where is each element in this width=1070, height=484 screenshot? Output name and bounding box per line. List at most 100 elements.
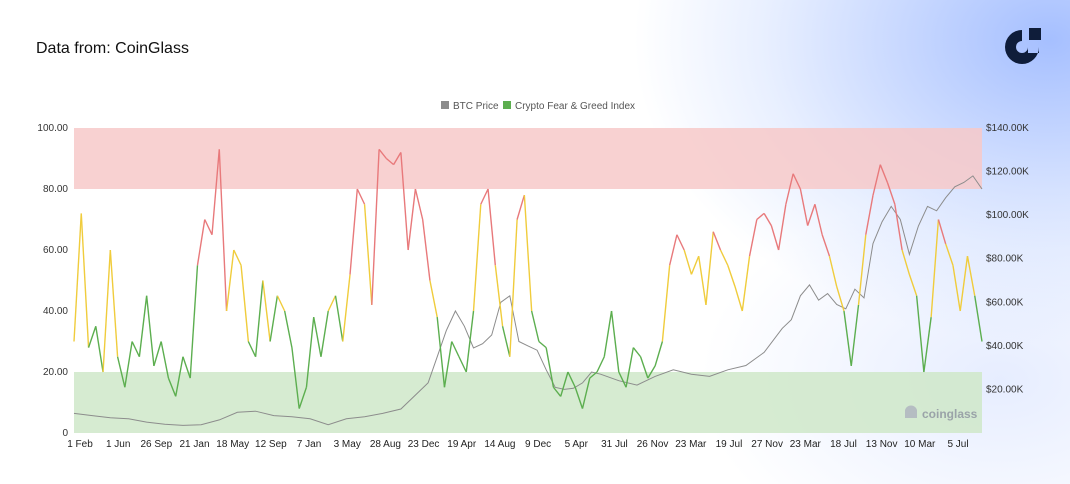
x-tick-label: 7 Jan [297,439,321,450]
fgi-segment [269,295,279,342]
fgi-segment [414,188,424,220]
fgi-segment [581,377,591,409]
fgi-segment [349,188,358,275]
x-tick-label: 9 Dec [525,439,551,450]
fgi-segment [654,341,664,367]
fgi-segment [421,219,431,281]
fgi-segment [385,157,395,166]
x-tick-label: 13 Nov [866,439,898,450]
fgi-segment [247,341,257,358]
fgi-segment [378,148,387,159]
coinglass-watermark: coinglass [905,405,978,421]
zone-layer [74,128,982,433]
fgi-segment [785,173,794,205]
fgi-segment [327,295,337,312]
legend-label-btc[interactable]: BTC Price [453,101,499,112]
x-tick-label: 19 Apr [447,439,477,450]
x-tick-label: 1 Jun [106,439,130,450]
fgi-segment [610,310,620,373]
fgi-segment [465,310,475,373]
fgi-segment [676,234,685,251]
fgi-segment [719,249,729,266]
x-tick-label: 10 Mar [904,439,936,450]
right-tick-label: $40.00K [986,341,1024,352]
left-axis-ticks: 0 20.00 40.00 60.00 80.00 100.00 [37,123,68,439]
fgi-segment [843,310,852,366]
left-tick-label: 0 [62,428,68,439]
x-tick-label: 23 Mar [790,439,822,450]
fgi-segment [189,265,199,379]
fgi-segment [131,341,141,358]
fgi-segment [770,225,780,251]
fgi-segment [472,204,482,312]
fgi-segment [393,152,402,165]
fgi-segment [639,356,649,379]
fgi-segment [741,256,751,312]
fgi-segment [952,265,961,312]
fgi-segment [443,341,453,388]
fgi-segment [596,356,605,373]
fgi-segment [756,212,765,221]
fgi-segment [966,255,976,296]
legend: BTC Price Crypto Fear & Greed Index [441,101,635,112]
fgi-segment [915,295,925,373]
fgi-segment [814,204,823,235]
fgi-segment [661,265,671,342]
fgi-segment [342,274,351,342]
x-tick-label: 18 Jul [830,439,857,450]
watermark-icon [905,405,917,418]
fgi-segment [298,387,308,409]
fgi-segment [451,341,460,358]
fgi-segment [908,274,918,296]
fgi-segment [283,310,293,348]
legend-label-fgi[interactable]: Crypto Fear & Greed Index [515,101,635,112]
fgi-segment [545,347,555,388]
fgi-segment [480,188,489,205]
x-tick-label: 26 Nov [637,439,669,450]
fgi-segment [436,317,446,388]
fgi-segment [560,371,569,397]
x-tick-label: 23 Dec [408,439,440,450]
fgi-segment [894,204,903,251]
fgi-segment [494,265,504,327]
fgi-segment [175,356,184,397]
fgi-segment [320,310,329,357]
x-tick-label: 26 Sep [140,439,172,450]
fgi-segment [371,149,380,305]
fgi-segment [276,295,286,312]
x-tick-label: 5 Jul [947,439,968,450]
fgi-segment [429,280,438,318]
x-tick-label: 21 Jan [180,439,210,450]
fgi-segment [763,213,772,226]
fgi-segment [603,310,613,357]
fgi-segment [356,188,366,205]
fgi-segment [690,255,700,275]
zone-band-0 [74,128,982,189]
fgi-segment [930,219,940,318]
fgi-segment [240,265,250,342]
legend-swatch-btc [441,101,449,109]
right-tick-label: $120.00K [986,167,1029,178]
fgi-segment [727,265,736,287]
fgi-segment [799,188,809,226]
x-tick-label: 23 Mar [675,439,707,450]
right-tick-label: $100.00K [986,210,1029,221]
fgi-segment [668,234,678,266]
fgi-segment [516,194,526,220]
fgi-segment [857,234,867,305]
x-tick-label: 19 Jul [716,439,743,450]
x-tick-label: 27 Nov [751,439,783,450]
fgi-segment [153,341,162,367]
fgi-segment [145,295,155,366]
fgi-segment [218,149,228,312]
fgi-segment [748,219,758,257]
fgi-segment [313,316,322,357]
fgi-segment [807,204,816,226]
fgi-segment [625,347,635,388]
fgi-segment [204,219,213,236]
fgi-segment [567,371,576,388]
left-tick-label: 100.00 [37,123,68,134]
fgi-segment [886,182,896,205]
fgi-segment [552,386,562,397]
fgi-segment [305,317,315,388]
